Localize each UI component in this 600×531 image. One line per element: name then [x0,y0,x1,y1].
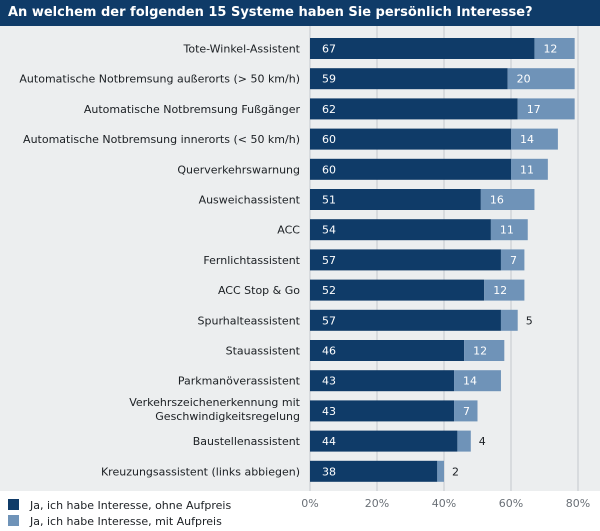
value-label-mit-aufpreis: 20 [517,73,531,86]
x-tick-label: 60% [499,497,523,510]
category-label: Fernlichtassistent [203,254,300,267]
bar-ohne-aufpreis [310,460,438,482]
value-label-mit-aufpreis: 7 [510,254,517,267]
x-tick-label: 0% [301,497,318,510]
bar-ohne-aufpreis [310,68,508,90]
bar-mit-aufpreis [480,189,535,210]
category-label: Parkmanöverassistent [178,375,301,388]
bar-ohne-aufpreis [310,98,518,120]
bar-mit-aufpreis [500,249,525,271]
value-label-ohne-aufpreis: 57 [322,254,336,267]
value-label-mit-aufpreis: 14 [520,133,534,146]
value-label-mit-aufpreis: 2 [452,465,459,478]
bar-mit-aufpreis [490,219,528,241]
bar-mit-aufpreis [517,98,575,120]
value-label-mit-aufpreis: 16 [490,194,504,207]
bar-ohne-aufpreis [310,219,491,241]
value-label-mit-aufpreis: 14 [463,375,477,388]
bar-mit-aufpreis [464,340,505,361]
x-tick-label: 20% [365,497,389,510]
category-label: Baustellenassistent [193,435,301,448]
value-label-mit-aufpreis: 5 [526,314,533,327]
x-tick-label: 40% [432,497,456,510]
value-label-ohne-aufpreis: 46 [322,345,336,358]
category-label: Automatische Notbremsung innerorts (< 50… [23,133,300,146]
bar-mit-aufpreis [500,309,518,331]
bar-ohne-aufpreis [310,128,511,150]
value-label-mit-aufpreis: 11 [500,224,514,237]
bar-ohne-aufpreis [310,158,511,180]
bar-ohne-aufpreis [310,370,455,392]
category-label: Tote-Winkel-Assistent [182,43,300,56]
category-label: Stauassistent [226,345,301,358]
legend-swatch-mit-aufpreis [8,515,19,526]
value-label-mit-aufpreis: 12 [543,43,557,56]
value-label-ohne-aufpreis: 60 [322,163,336,176]
category-label: ACC Stop & Go [218,284,300,297]
value-label-ohne-aufpreis: 67 [322,43,336,56]
category-label: Automatische Notbremsung außerorts (> 50… [19,73,300,86]
bar-mit-aufpreis [534,38,575,59]
bar-mit-aufpreis [507,68,575,90]
chart-title: An welchem der folgenden 15 Systeme habe… [0,0,600,26]
value-label-ohne-aufpreis: 43 [322,405,336,418]
bar-mit-aufpreis [457,430,471,452]
bar-mit-aufpreis [437,460,444,482]
value-label-ohne-aufpreis: 54 [322,224,336,237]
bar-ohne-aufpreis [310,340,465,361]
category-label: Spurhalteassistent [198,314,301,327]
bar-ohne-aufpreis [310,249,501,271]
bar-ohne-aufpreis [310,279,485,301]
bar-ohne-aufpreis [310,400,455,422]
value-label-ohne-aufpreis: 52 [322,284,336,297]
value-label-ohne-aufpreis: 38 [322,465,336,478]
legend-label-mit-aufpreis: Ja, ich habe Interesse, mit Aufpreis [29,515,222,528]
bar-mit-aufpreis [454,370,501,392]
value-label-ohne-aufpreis: 62 [322,103,336,116]
category-label: Querverkehrswarnung [177,163,300,176]
x-tick-label: 80% [566,497,590,510]
bar-ohne-aufpreis [310,38,535,59]
legend-area [0,491,600,531]
bar-mit-aufpreis [454,400,478,422]
value-label-mit-aufpreis: 7 [463,405,470,418]
bar-mit-aufpreis [511,128,558,150]
legend-swatch-ohne-aufpreis [8,499,19,510]
bar-ohne-aufpreis [310,189,481,210]
value-label-mit-aufpreis: 17 [527,103,541,116]
bar-ohne-aufpreis [310,309,501,331]
legend-label-ohne-aufpreis: Ja, ich habe Interesse, ohne Aufpreis [29,499,231,512]
value-label-mit-aufpreis: 12 [493,284,507,297]
bar-mit-aufpreis [511,158,548,180]
value-label-ohne-aufpreis: 57 [322,314,336,327]
category-label: Automatische Notbremsung Fußgänger [84,103,301,116]
value-label-ohne-aufpreis: 60 [322,133,336,146]
category-label: ACC [277,224,300,237]
category-label: Kreuzungsassistent (links abbiegen) [101,465,300,478]
value-label-ohne-aufpreis: 51 [322,194,336,207]
value-label-ohne-aufpreis: 44 [322,435,336,448]
value-label-ohne-aufpreis: 43 [322,375,336,388]
value-label-ohne-aufpreis: 59 [322,73,336,86]
bar-mit-aufpreis [484,279,525,301]
category-label: Verkehrszeichenerkennung mit Geschwindigk… [129,396,300,423]
value-label-mit-aufpreis: 12 [473,345,487,358]
value-label-mit-aufpreis: 4 [479,435,486,448]
value-label-mit-aufpreis: 11 [520,163,534,176]
category-label: Ausweichassistent [199,194,301,207]
bar-ohne-aufpreis [310,430,458,452]
